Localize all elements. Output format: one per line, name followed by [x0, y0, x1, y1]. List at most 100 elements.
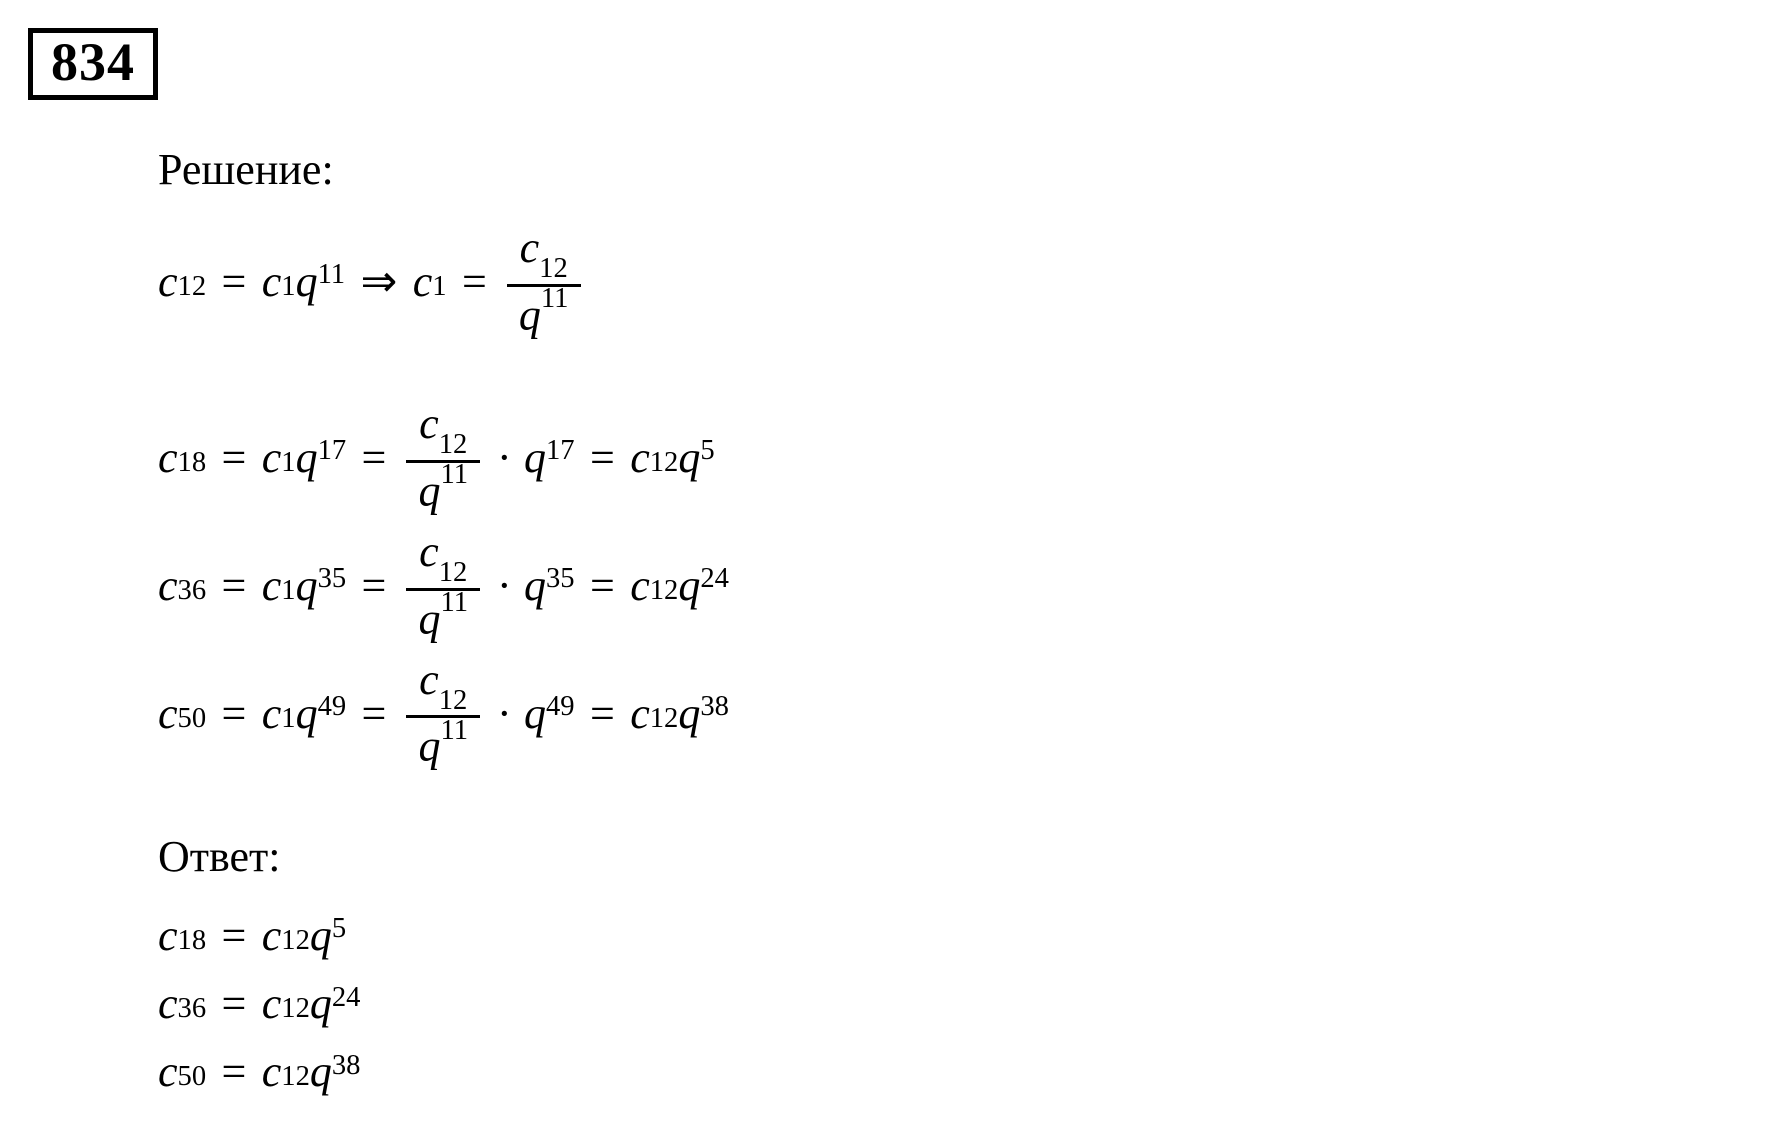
sub: 12	[281, 1055, 310, 1099]
sub: 36	[178, 987, 207, 1031]
var-c: c	[158, 1038, 178, 1106]
var-q: q	[296, 692, 318, 736]
var-q: q	[678, 564, 700, 608]
sub: 18	[178, 919, 207, 963]
sub: 18	[178, 449, 207, 478]
sup: 17	[318, 437, 347, 466]
var-q: q	[310, 1038, 332, 1106]
var-q: q	[310, 902, 332, 970]
equation-line-3: c36 = c1q35 = c12 q11 · q35 = c12q24	[158, 527, 1789, 645]
var-c: c	[158, 902, 178, 970]
equals-sign: =	[575, 436, 631, 480]
solution-content: Решение: c12 = c1q11 ⇒ c1 = c12 q11 c18 …	[158, 144, 1789, 1106]
var-c: c	[413, 260, 433, 304]
equals-sign: =	[346, 692, 402, 736]
sup: 17	[546, 437, 575, 466]
sub: 12	[281, 919, 310, 963]
problem-number: 834	[51, 32, 135, 92]
sup: 35	[546, 565, 575, 594]
fraction-numerator: c12	[407, 399, 480, 457]
var-q: q	[310, 970, 332, 1038]
var-c: c	[262, 436, 282, 480]
equals-sign: =	[206, 436, 262, 480]
page: 834 Решение: c12 = c1q11 ⇒ c1 = c12 q11 …	[0, 0, 1789, 1148]
fraction-numerator: c12	[507, 223, 580, 281]
equals-sign: =	[206, 1038, 262, 1106]
fraction-denominator: q11	[406, 721, 480, 772]
equals-sign: =	[206, 260, 262, 304]
multiply-dot: ·	[485, 564, 524, 608]
sup: 5	[332, 907, 346, 951]
fraction: c12 q11	[406, 399, 480, 517]
var-q: q	[296, 564, 318, 608]
var-q: q	[524, 436, 546, 480]
sub: 50	[178, 1055, 207, 1099]
sup: 5	[700, 437, 714, 466]
sup: 38	[700, 693, 729, 722]
equals-sign: =	[206, 692, 262, 736]
sub: 12	[650, 449, 679, 478]
sub: 12	[178, 273, 207, 302]
multiply-dot: ·	[485, 436, 524, 480]
sub: 12	[650, 705, 679, 734]
answer-line-2: c36 = c12q24	[158, 970, 1789, 1038]
var-q: q	[296, 436, 318, 480]
sub: 36	[178, 577, 207, 606]
equals-sign: =	[206, 564, 262, 608]
sub: 1	[281, 705, 295, 734]
sup: 49	[546, 693, 575, 722]
var-c: c	[158, 436, 178, 480]
sup: 24	[700, 565, 729, 594]
sub: 1	[281, 449, 295, 478]
sub: 1	[281, 273, 295, 302]
problem-number-box: 834	[28, 28, 158, 100]
sup: 49	[318, 693, 347, 722]
sup: 24	[332, 976, 361, 1020]
answer-line-3: c50 = c12q38	[158, 1038, 1789, 1106]
equation-line-2: c18 = c1q17 = c12 q11 · q17 = c12q5	[158, 399, 1789, 517]
equals-sign: =	[346, 436, 402, 480]
sub: 1	[432, 273, 446, 302]
fraction-numerator: c12	[407, 527, 480, 585]
sub: 12	[281, 987, 310, 1031]
equals-sign: =	[575, 692, 631, 736]
var-q: q	[296, 260, 318, 304]
var-c: c	[158, 260, 178, 304]
var-q: q	[524, 564, 546, 608]
fraction-denominator: q11	[406, 466, 480, 517]
var-c: c	[630, 564, 650, 608]
var-q: q	[524, 692, 546, 736]
sup: 35	[318, 565, 347, 594]
var-c: c	[158, 970, 178, 1038]
equals-sign: =	[575, 564, 631, 608]
var-c: c	[262, 260, 282, 304]
var-q: q	[678, 436, 700, 480]
equals-sign: =	[447, 260, 503, 304]
sup: 11	[318, 261, 346, 290]
var-c: c	[262, 564, 282, 608]
equation-line-4: c50 = c1q49 = c12 q11 · q49 = c12q38	[158, 655, 1789, 773]
var-q: q	[678, 692, 700, 736]
var-c: c	[630, 436, 650, 480]
equals-sign: =	[206, 902, 262, 970]
var-c: c	[630, 692, 650, 736]
equals-sign: =	[206, 970, 262, 1038]
var-c: c	[158, 692, 178, 736]
equals-sign: =	[346, 564, 402, 608]
var-c: c	[262, 970, 282, 1038]
var-c: c	[262, 902, 282, 970]
fraction-denominator: q11	[507, 290, 581, 341]
fraction: c12 q11	[406, 527, 480, 645]
equation-line-1: c12 = c1q11 ⇒ c1 = c12 q11	[158, 223, 1789, 341]
solution-heading: Решение:	[158, 144, 1789, 195]
answer-heading: Ответ:	[158, 831, 1789, 882]
sup: 38	[332, 1044, 361, 1088]
implies-arrow: ⇒	[345, 260, 413, 304]
sub: 12	[650, 577, 679, 606]
sub: 50	[178, 705, 207, 734]
var-c: c	[262, 1038, 282, 1106]
fraction-numerator: c12	[407, 655, 480, 713]
var-c: c	[262, 692, 282, 736]
multiply-dot: ·	[485, 692, 524, 736]
fraction-denominator: q11	[406, 594, 480, 645]
